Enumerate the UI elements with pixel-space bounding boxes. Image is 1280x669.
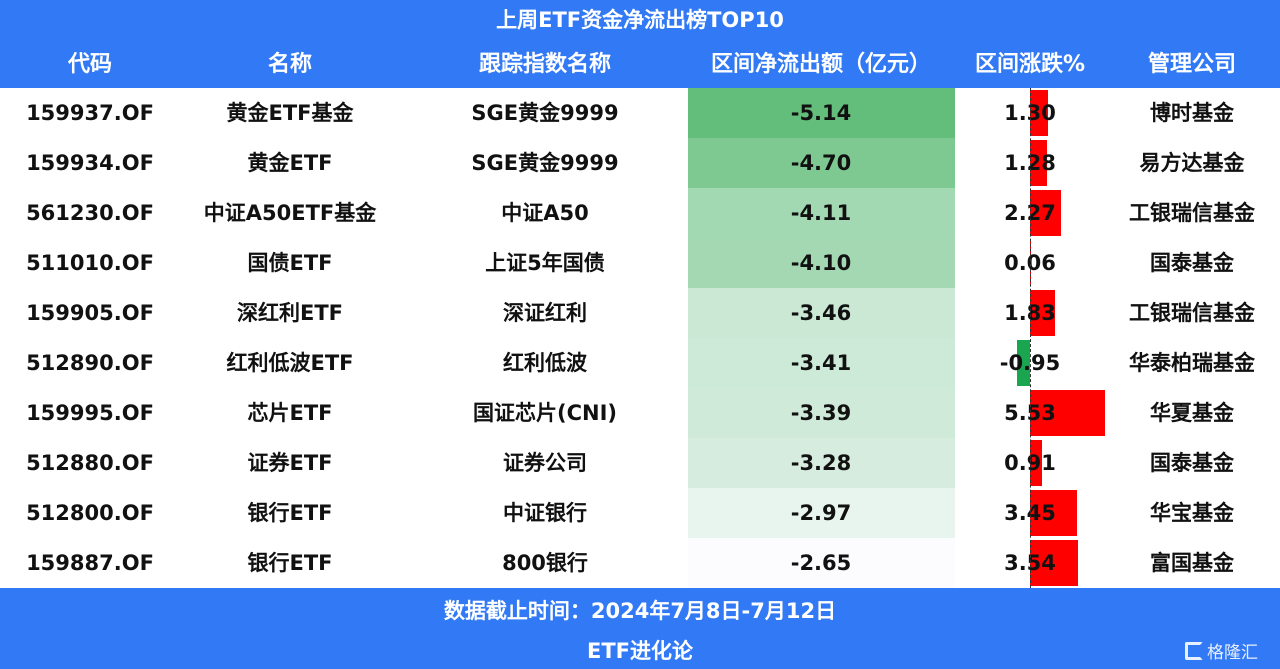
table-row: 159905.OF 深红利ETF 深证红利 -3.46 1.83 工银瑞信基金 bbox=[0, 288, 1280, 338]
column-header-change: 区间涨跌% bbox=[974, 52, 1086, 77]
cell-index: 国证芯片(CNI) bbox=[473, 401, 617, 425]
cell-flow: -2.65 bbox=[790, 551, 852, 575]
column-header-code: 代码 bbox=[67, 52, 113, 77]
change-bar bbox=[1017, 340, 1030, 386]
cell-flow: -3.39 bbox=[790, 401, 852, 425]
cell-name: 证券ETF bbox=[247, 451, 333, 475]
cell-name: 红利低波ETF bbox=[226, 351, 354, 375]
cell-code: 159887.OF bbox=[26, 551, 154, 575]
footer: 数据截止时间：2024年7月8日-7月12日 ETF进化论 格隆汇 bbox=[0, 588, 1280, 669]
logo-g-icon bbox=[1185, 641, 1203, 660]
column-header-net-outflow: 区间净流出额（亿元） bbox=[710, 52, 932, 77]
cell-index: 证券公司 bbox=[503, 451, 587, 475]
heat-cell bbox=[688, 388, 955, 438]
cell-index: 红利低波 bbox=[503, 351, 587, 375]
change-bar bbox=[1030, 540, 1079, 586]
cell-flow: -3.46 bbox=[790, 301, 852, 325]
source-label: ETF进化论 bbox=[586, 639, 693, 663]
change-bar bbox=[1030, 190, 1061, 236]
cell-flow: -3.28 bbox=[790, 451, 852, 475]
heat-cell bbox=[688, 338, 955, 388]
gelonghui-logo: 格隆汇 bbox=[1185, 638, 1258, 663]
cell-index: SGE黄金9999 bbox=[471, 151, 619, 175]
cell-code: 159995.OF bbox=[26, 401, 154, 425]
change-bar bbox=[1030, 90, 1048, 136]
table-row: 512800.OF 银行ETF 中证银行 -2.97 3.45 华宝基金 bbox=[0, 488, 1280, 538]
cell-flow: -2.97 bbox=[790, 501, 852, 525]
cell-name: 深红利ETF bbox=[236, 301, 344, 325]
cell-flow: -4.70 bbox=[790, 151, 852, 175]
table-row: 512880.OF 证券ETF 证券公司 -3.28 0.91 国泰基金 bbox=[0, 438, 1280, 488]
cell-name: 中证A50ETF基金 bbox=[203, 201, 377, 225]
cell-name: 国债ETF bbox=[247, 251, 333, 275]
cell-company: 富国基金 bbox=[1150, 551, 1234, 575]
change-bar bbox=[1030, 140, 1048, 186]
heat-cell bbox=[688, 488, 955, 538]
cell-code: 511010.OF bbox=[26, 251, 154, 275]
cell-index: 800银行 bbox=[502, 551, 588, 575]
change-zero-axis bbox=[1030, 88, 1031, 588]
cell-name: 银行ETF bbox=[247, 551, 333, 575]
cell-index: 中证银行 bbox=[503, 501, 587, 525]
cell-flow: -3.41 bbox=[790, 351, 852, 375]
change-bar bbox=[1030, 290, 1055, 336]
change-bar bbox=[1030, 440, 1043, 486]
cell-name: 银行ETF bbox=[247, 501, 333, 525]
cell-index: 深证红利 bbox=[503, 301, 587, 325]
cell-code: 512890.OF bbox=[26, 351, 154, 375]
cell-code: 512880.OF bbox=[26, 451, 154, 475]
column-header-name: 名称 bbox=[267, 52, 313, 77]
table-row: 159934.OF 黄金ETF SGE黄金9999 -4.70 1.28 易方达基金 bbox=[0, 138, 1280, 188]
cell-code: 159905.OF bbox=[26, 301, 154, 325]
cell-company: 国泰基金 bbox=[1150, 451, 1234, 475]
cell-company: 易方达基金 bbox=[1139, 151, 1245, 175]
cell-company: 工银瑞信基金 bbox=[1129, 201, 1255, 225]
cell-index: 中证A50 bbox=[501, 201, 589, 225]
heat-cell bbox=[688, 138, 955, 188]
heat-cell bbox=[688, 288, 955, 338]
cell-code: 159934.OF bbox=[26, 151, 154, 175]
column-header-index: 跟踪指数名称 bbox=[478, 52, 612, 77]
cell-flow: -4.10 bbox=[790, 251, 852, 275]
cell-name: 黄金ETF基金 bbox=[226, 101, 354, 125]
heat-cell bbox=[688, 438, 955, 488]
cell-flow: -5.14 bbox=[790, 101, 852, 125]
table-row: 511010.OF 国债ETF 上证5年国债 -4.10 0.06 国泰基金 bbox=[0, 238, 1280, 288]
heat-cell bbox=[688, 238, 955, 288]
table-row: 512890.OF 红利低波ETF 红利低波 -3.41 -0.95 华泰柏瑞基金 bbox=[0, 338, 1280, 388]
table-row: 159887.OF 银行ETF 800银行 -2.65 3.54 富国基金 bbox=[0, 538, 1280, 588]
cell-index: SGE黄金9999 bbox=[471, 101, 619, 125]
heat-cell bbox=[688, 538, 955, 588]
table-row: 561230.OF 中证A50ETF基金 中证A50 -4.11 2.27 工银瑞信基金 bbox=[0, 188, 1280, 238]
cell-company: 华夏基金 bbox=[1150, 401, 1234, 425]
cell-company: 华宝基金 bbox=[1150, 501, 1234, 525]
table-row: 159937.OF 黄金ETF基金 SGE黄金9999 -5.14 1.30 博时基金 bbox=[0, 88, 1280, 138]
cell-company: 博时基金 bbox=[1150, 101, 1234, 125]
table-row: 159995.OF 芯片ETF 国证芯片(CNI) -3.39 5.53 华夏基金 bbox=[0, 388, 1280, 438]
heat-cell bbox=[688, 188, 955, 238]
cell-code: 159937.OF bbox=[26, 101, 154, 125]
cell-name: 芯片ETF bbox=[247, 401, 333, 425]
table-header: 上周ETF资金净流出榜TOP10 代码 名称 跟踪指数名称 区间净流出额（亿元）… bbox=[0, 0, 1280, 88]
change-bar bbox=[1030, 490, 1077, 536]
cell-company: 国泰基金 bbox=[1150, 251, 1234, 275]
data-date: 数据截止时间：2024年7月8日-7月12日 bbox=[443, 599, 837, 623]
table-title: 上周ETF资金净流出榜TOP10 bbox=[496, 8, 784, 32]
cell-index: 上证5年国债 bbox=[485, 251, 605, 275]
change-bar bbox=[1030, 390, 1106, 436]
heat-cell bbox=[688, 88, 955, 138]
cell-company: 华泰柏瑞基金 bbox=[1129, 351, 1255, 375]
column-header-company: 管理公司 bbox=[1147, 52, 1237, 77]
cell-name: 黄金ETF bbox=[247, 151, 333, 175]
cell-company: 工银瑞信基金 bbox=[1129, 301, 1255, 325]
cell-code: 561230.OF bbox=[26, 201, 154, 225]
cell-flow: -4.11 bbox=[790, 201, 852, 225]
cell-code: 512800.OF bbox=[26, 501, 154, 525]
